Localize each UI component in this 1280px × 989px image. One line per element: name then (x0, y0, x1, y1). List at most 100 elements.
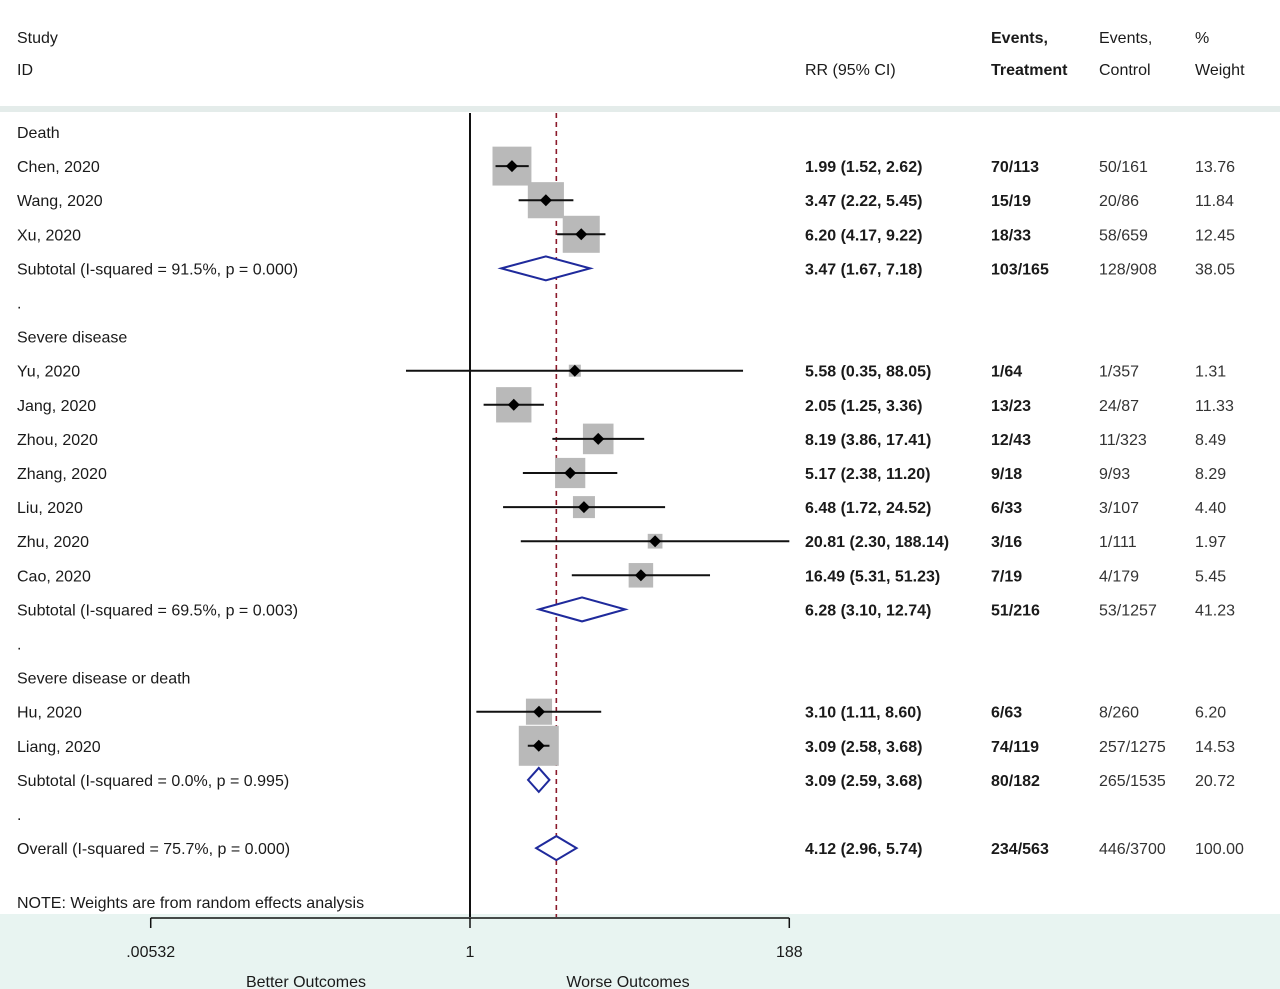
group-label: Severe disease or death (17, 671, 190, 688)
dot-label: . (17, 807, 21, 824)
header-control: Control (1099, 62, 1151, 79)
ci-value: 2.05 (1.25, 3.36) (805, 398, 922, 415)
subtotal-label: Subtotal (I-squared = 69.5%, p = 0.003) (17, 602, 298, 619)
group-label: Death (17, 125, 60, 142)
events-treatment: 74/119 (991, 739, 1039, 756)
header-weight: Weight (1195, 62, 1245, 79)
events-control: 3/107 (1099, 500, 1139, 517)
weight-value: 11.33 (1195, 398, 1234, 415)
ci-value: 5.17 (2.38, 11.20) (805, 466, 930, 483)
weight-value: 38.05 (1195, 261, 1235, 278)
worse-outcomes-caption: Worse Outcomes (566, 974, 689, 989)
dot-label: . (17, 637, 21, 654)
x-tick-label: 1 (466, 944, 475, 961)
weight-value: 4.40 (1195, 500, 1226, 517)
subtotal-label: Subtotal (I-squared = 91.5%, p = 0.000) (17, 261, 298, 278)
weight-value: 100.00 (1195, 841, 1244, 858)
events-control: 446/3700 (1099, 841, 1166, 858)
events-control: 20/86 (1099, 193, 1139, 210)
forest-plot-panel (0, 0, 1280, 914)
weight-value: 6.20 (1195, 705, 1226, 722)
ci-value: 5.58 (0.35, 88.05) (805, 364, 931, 381)
ci-value: 20.81 (2.30, 188.14) (805, 534, 949, 551)
dot-label: . (17, 296, 21, 313)
weight-value: 5.45 (1195, 568, 1226, 585)
events-treatment: 13/23 (991, 398, 1031, 415)
events-treatment: 18/33 (991, 227, 1031, 244)
events-treatment: 9/18 (991, 466, 1022, 483)
events-treatment: 80/182 (991, 773, 1040, 790)
events-control: 257/1275 (1099, 739, 1166, 756)
study-label: Liu, 2020 (17, 500, 83, 517)
header-percent: % (1195, 30, 1209, 47)
events-treatment: 15/19 (991, 193, 1031, 210)
weight-value: 11.84 (1195, 193, 1234, 210)
point-estimate (649, 535, 662, 548)
study-label: Jang, 2020 (17, 398, 96, 415)
header-events-treatment: Events, (991, 30, 1048, 47)
group-label: Severe disease (17, 330, 127, 347)
events-treatment: 51/216 (991, 602, 1040, 619)
events-control: 1/111 (1099, 534, 1137, 551)
events-treatment: 12/43 (991, 432, 1031, 449)
ci-value: 8.19 (3.86, 17.41) (805, 432, 931, 449)
study-label: Wang, 2020 (17, 193, 103, 210)
ci-value: 16.49 (5.31, 51.23) (805, 568, 940, 585)
study-label: Hu, 2020 (17, 705, 82, 722)
events-control: 9/93 (1099, 466, 1130, 483)
events-control: 11/323 (1099, 432, 1147, 449)
weight-value: 8.29 (1195, 466, 1226, 483)
weight-value: 1.97 (1195, 534, 1226, 551)
header-rr: RR (95% CI) (805, 62, 896, 79)
subtotal-diamond (497, 255, 595, 282)
weight-value: 41.23 (1195, 602, 1235, 619)
point-estimate (505, 160, 518, 173)
ci-value: 6.20 (4.17, 9.22) (805, 227, 922, 244)
header-id: ID (17, 62, 33, 79)
events-control: 53/1257 (1099, 602, 1157, 619)
events-treatment: 103/165 (991, 261, 1049, 278)
study-label: Cao, 2020 (17, 568, 91, 585)
overall-diamond (534, 834, 579, 862)
subtotal-diamond (526, 766, 551, 794)
ci-value: 6.48 (1.72, 24.52) (805, 500, 931, 517)
point-estimate (568, 364, 581, 377)
point-estimate (564, 467, 577, 479)
events-control: 50/161 (1099, 159, 1148, 176)
header-treatment: Treatment (991, 62, 1068, 79)
study-label: Zhou, 2020 (17, 432, 98, 449)
point-estimate (532, 705, 545, 718)
events-treatment: 234/563 (991, 841, 1049, 858)
study-label: Xu, 2020 (17, 227, 81, 244)
ci-value: 3.47 (2.22, 5.45) (805, 193, 922, 210)
point-estimate (634, 569, 647, 582)
study-label: Zhang, 2020 (17, 466, 107, 483)
header-rule (0, 106, 1280, 112)
weights-note: NOTE: Weights are from random effects an… (17, 895, 364, 912)
events-treatment: 6/63 (991, 705, 1022, 722)
study-label: Liang, 2020 (17, 739, 101, 756)
x-tick-label: .00532 (126, 944, 175, 961)
events-control: 4/179 (1099, 568, 1139, 585)
header-study: Study (17, 30, 58, 47)
events-control: 24/87 (1099, 398, 1139, 415)
ci-value: 6.28 (3.10, 12.74) (805, 602, 931, 619)
events-control: 8/260 (1099, 705, 1139, 722)
ci-value: 3.09 (2.59, 3.68) (805, 773, 922, 790)
better-outcomes-caption: Better Outcomes (246, 974, 366, 989)
events-treatment: 70/113 (991, 159, 1039, 176)
events-control: 58/659 (1099, 227, 1148, 244)
header-events-control: Events, (1099, 30, 1152, 47)
weight-value: 14.53 (1195, 739, 1235, 756)
ci-value: 1.99 (1.52, 2.62) (805, 159, 922, 176)
point-estimate (577, 501, 590, 514)
point-estimate (532, 739, 545, 752)
events-control: 1/357 (1099, 364, 1139, 381)
study-label: Yu, 2020 (17, 364, 80, 381)
weight-value: 12.45 (1195, 227, 1235, 244)
weight-value: 20.72 (1195, 773, 1235, 790)
study-label: Zhu, 2020 (17, 534, 89, 551)
subtotal-diamond (535, 596, 629, 623)
point-estimate (539, 194, 552, 207)
